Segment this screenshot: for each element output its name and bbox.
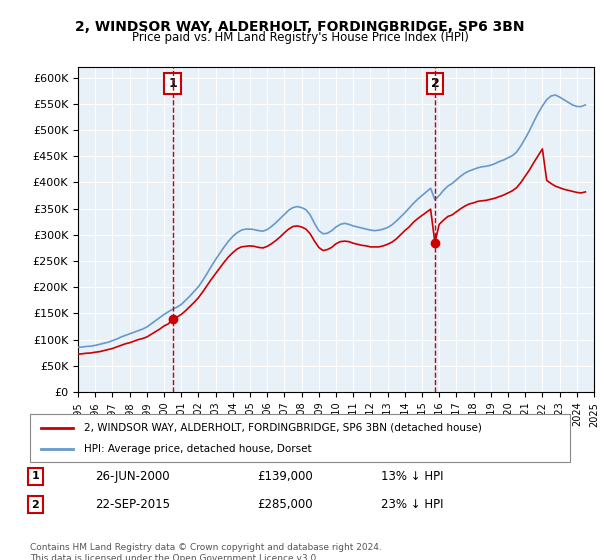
Text: 23% ↓ HPI: 23% ↓ HPI	[381, 498, 443, 511]
Text: 2, WINDSOR WAY, ALDERHOLT, FORDINGBRIDGE, SP6 3BN (detached house): 2, WINDSOR WAY, ALDERHOLT, FORDINGBRIDGE…	[84, 423, 482, 433]
Text: £139,000: £139,000	[257, 470, 313, 483]
Text: 2: 2	[431, 77, 439, 90]
Text: 2, WINDSOR WAY, ALDERHOLT, FORDINGBRIDGE, SP6 3BN: 2, WINDSOR WAY, ALDERHOLT, FORDINGBRIDGE…	[75, 20, 525, 34]
FancyBboxPatch shape	[30, 414, 570, 462]
Text: 22-SEP-2015: 22-SEP-2015	[95, 498, 170, 511]
Text: £285,000: £285,000	[257, 498, 313, 511]
Text: Price paid vs. HM Land Registry's House Price Index (HPI): Price paid vs. HM Land Registry's House …	[131, 31, 469, 44]
Text: 2: 2	[32, 500, 39, 510]
Text: 1: 1	[168, 77, 177, 90]
Text: HPI: Average price, detached house, Dorset: HPI: Average price, detached house, Dors…	[84, 444, 311, 454]
Text: Contains HM Land Registry data © Crown copyright and database right 2024.
This d: Contains HM Land Registry data © Crown c…	[30, 543, 382, 560]
Text: 26-JUN-2000: 26-JUN-2000	[95, 470, 169, 483]
Text: 13% ↓ HPI: 13% ↓ HPI	[381, 470, 443, 483]
Text: 1: 1	[32, 472, 39, 482]
